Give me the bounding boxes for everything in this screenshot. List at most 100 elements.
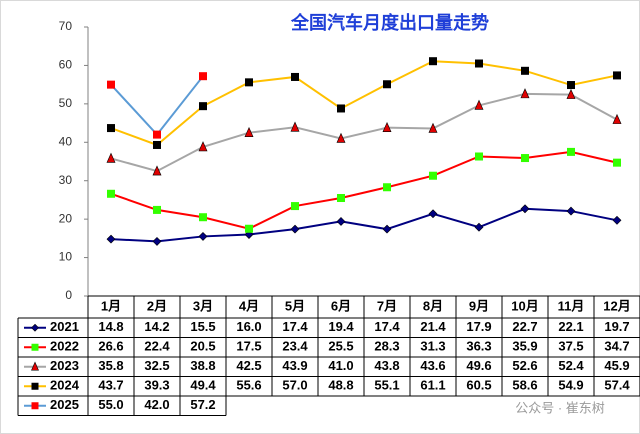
y-tick-label: 70 (59, 19, 73, 33)
table-value: 17.5 (236, 339, 261, 354)
table-value: 22.7 (512, 319, 537, 334)
marker (566, 88, 576, 99)
table-value: 45.9 (604, 358, 629, 373)
y-tick-label: 10 (59, 250, 73, 264)
table-value: 43.9 (282, 358, 307, 373)
marker (290, 224, 300, 234)
table-value: 55.6 (236, 378, 261, 393)
table-value: 22.4 (144, 339, 170, 354)
table-value: 14.2 (144, 319, 169, 334)
table-value: 43.6 (420, 358, 445, 373)
table-value: 21.4 (420, 319, 446, 334)
marker (429, 57, 437, 66)
marker (106, 152, 116, 163)
marker (613, 71, 621, 80)
table-value: 32.5 (144, 358, 169, 373)
x-tick-label: 2月 (147, 298, 167, 313)
y-tick-label: 40 (59, 134, 73, 148)
table-value: 15.5 (190, 319, 215, 334)
marker (244, 126, 254, 137)
table-value: 31.3 (420, 339, 445, 354)
marker (612, 113, 622, 124)
marker (475, 59, 483, 68)
series-line (110, 92, 618, 173)
x-tick-label: 5月 (285, 298, 305, 313)
marker (152, 165, 162, 176)
table-value: 19.7 (604, 319, 629, 334)
table-value: 16.0 (236, 319, 261, 334)
table-value: 55.1 (374, 378, 399, 393)
table-value: 60.5 (466, 378, 491, 393)
legend-label: 2021 (50, 319, 79, 334)
x-tick-label: 8月 (423, 298, 443, 313)
table-value: 35.8 (98, 358, 123, 373)
table-value: 14.8 (98, 319, 123, 334)
marker (199, 72, 207, 81)
table-value: 57.0 (282, 378, 307, 393)
marker (382, 224, 392, 234)
y-tick-label: 20 (59, 211, 73, 225)
table-value: 39.3 (144, 378, 169, 393)
marker (428, 122, 438, 133)
marker (106, 234, 116, 244)
marker (474, 99, 484, 110)
table-value: 43.8 (374, 358, 399, 373)
marker (475, 152, 483, 161)
marker (521, 154, 529, 163)
table-value: 52.6 (512, 358, 537, 373)
table-value: 34.7 (604, 339, 629, 354)
marker (520, 88, 530, 99)
x-tick-label: 9月 (469, 298, 489, 313)
marker (337, 194, 345, 203)
legend-label: 2023 (50, 358, 79, 373)
table-value: 38.8 (190, 358, 215, 373)
legend-label: 2022 (50, 339, 79, 354)
legend-label: 2025 (50, 397, 79, 412)
marker (613, 158, 621, 167)
table-value: 17.9 (466, 319, 491, 334)
marker (336, 217, 346, 226)
marker (291, 202, 299, 211)
table-value: 36.3 (466, 339, 491, 354)
marker (31, 361, 39, 371)
x-tick-label: 11月 (558, 298, 585, 313)
marker (291, 72, 299, 81)
table-value: 49.6 (466, 358, 491, 373)
marker (383, 80, 391, 89)
marker (153, 130, 161, 139)
y-tick-label: 50 (59, 96, 73, 110)
marker (383, 183, 391, 192)
marker (245, 224, 253, 233)
marker (199, 102, 207, 111)
marker (31, 323, 39, 332)
x-tick-label: 4月 (239, 298, 259, 313)
table-value: 52.4 (558, 358, 584, 373)
marker (521, 66, 529, 75)
table-value: 19.4 (328, 319, 354, 334)
y-tick-label: 0 (65, 288, 72, 302)
marker (567, 147, 575, 156)
chart-title: 全国汽车月度出口量走势 (290, 12, 489, 34)
x-tick-label: 3月 (193, 298, 213, 313)
marker (520, 204, 530, 214)
x-tick-label: 7月 (377, 298, 397, 313)
x-tick-label: 10月 (511, 298, 538, 313)
table-value: 25.5 (328, 339, 353, 354)
series-line (110, 150, 618, 230)
table-value: 54.9 (558, 378, 583, 393)
marker (382, 121, 392, 132)
table-value: 23.4 (282, 339, 308, 354)
marker (245, 78, 253, 87)
table-value: 17.4 (282, 319, 308, 334)
marker (199, 213, 207, 222)
marker (107, 124, 115, 133)
marker (107, 80, 115, 89)
table-value: 42.5 (236, 358, 261, 373)
marker (31, 343, 39, 351)
legend-label: 2024 (50, 378, 80, 393)
x-tick-label: 12月 (603, 298, 630, 313)
table-value: 22.1 (558, 319, 583, 334)
watermark: 公众号 · 崔东树 (515, 400, 605, 415)
marker (198, 232, 208, 241)
